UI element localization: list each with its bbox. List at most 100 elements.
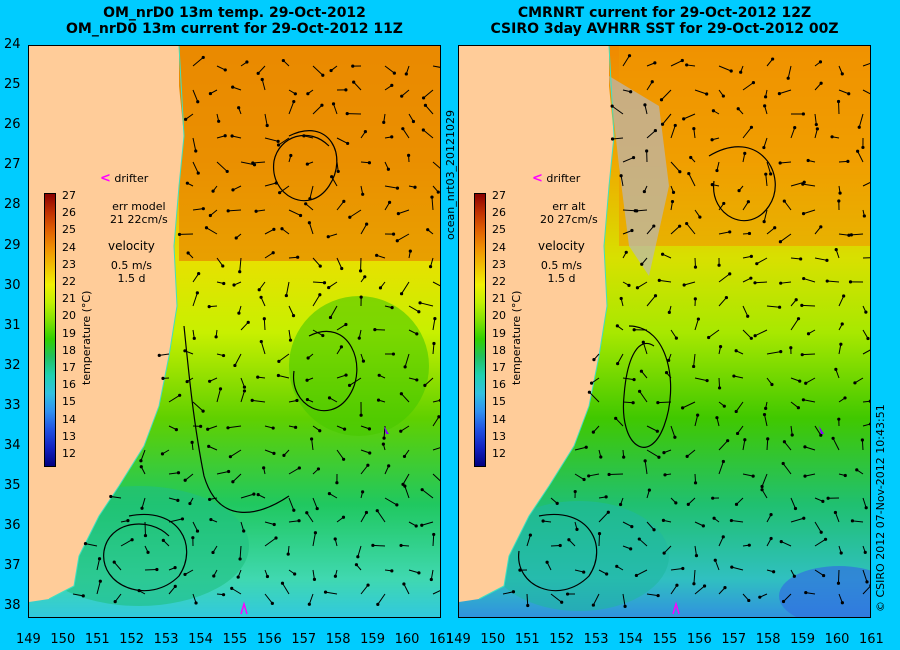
current-arrow-head: [272, 522, 276, 527]
current-arrow-head: [305, 511, 309, 515]
current-arrow: [110, 496, 122, 499]
current-arrow: [278, 137, 290, 146]
longitude-tick-label: 157: [721, 632, 747, 647]
current-arrow-head: [734, 502, 739, 506]
current-arrow: [288, 467, 300, 475]
current-arrow-head: [188, 501, 192, 506]
current-arrow-head: [734, 349, 738, 353]
current-arrow-head: [806, 332, 811, 336]
current-arrow: [336, 449, 345, 460]
current-arrow-head: [238, 557, 242, 561]
current-arrow-head: [344, 373, 348, 377]
longitude-tick-label: 158: [755, 632, 781, 647]
current-arrow: [431, 197, 434, 211]
right-drifter-label: drifter: [546, 172, 581, 185]
current-arrow-head: [528, 533, 532, 537]
current-arrow-head: [191, 536, 195, 540]
current-arrow-head: [545, 560, 549, 564]
current-arrow: [432, 534, 435, 547]
current-arrow: [862, 182, 870, 187]
current-arrow: [260, 341, 266, 355]
latitude-tick-label: 28: [4, 197, 21, 213]
current-arrow-head: [575, 527, 579, 531]
current-arrow: [408, 569, 420, 574]
cold-water-patch: [779, 566, 870, 617]
current-arrow-head: [305, 162, 309, 166]
current-arrow: [353, 81, 362, 91]
current-arrow: [404, 485, 410, 499]
current-arrow-head: [297, 519, 301, 523]
current-arrow-head: [180, 517, 185, 521]
right-velocity-label: velocity: [538, 239, 585, 253]
current-arrow-head: [801, 398, 806, 402]
current-arrow: [550, 593, 562, 603]
current-arrow-head: [639, 369, 644, 373]
latitude-tick-label: 33: [4, 397, 21, 413]
current-arrow-head: [705, 378, 709, 383]
current-arrow-head: [624, 250, 628, 254]
current-arrow: [670, 225, 680, 235]
current-arrow-head: [293, 572, 297, 576]
current-arrow: [264, 537, 277, 547]
current-arrow-head: [746, 314, 750, 318]
current-arrow-head: [773, 226, 777, 230]
current-arrow-head: [846, 159, 850, 163]
current-arrow-head: [176, 498, 180, 502]
current-arrow-head: [589, 381, 594, 385]
current-arrow-head: [209, 517, 213, 522]
current-arrow-head: [678, 224, 682, 228]
current-arrow-head: [321, 73, 325, 77]
current-arrow-head: [662, 551, 666, 555]
current-arrow-head: [336, 169, 340, 174]
current-arrow: [227, 425, 242, 429]
current-arrow: [620, 175, 624, 187]
current-arrow-head: [183, 572, 187, 577]
current-arrow-head: [278, 191, 282, 195]
current-arrow: [718, 65, 732, 72]
current-arrow: [754, 281, 768, 284]
longitude-tick-label: 152: [119, 632, 145, 647]
current-arrow-head: [849, 233, 853, 237]
current-arrow-head: [866, 336, 870, 341]
current-arrow-head: [674, 501, 678, 505]
latitude-tick-label: 25: [4, 77, 21, 93]
current-arrow-head: [237, 106, 241, 110]
current-arrow-head: [764, 406, 768, 410]
current-arrow-head: [615, 324, 619, 328]
eddy-streamline: [518, 513, 598, 592]
current-arrow: [258, 281, 266, 291]
current-arrow-head: [641, 340, 645, 344]
current-arrow-head: [656, 401, 660, 405]
current-arrow-head: [361, 192, 365, 196]
current-arrow: [264, 252, 274, 259]
current-arrow-head: [223, 134, 227, 138]
current-arrow-head: [333, 574, 338, 578]
current-arrow-head: [848, 280, 853, 284]
current-arrow: [622, 401, 634, 404]
current-arrow-head: [358, 269, 363, 273]
current-arrow: [192, 273, 200, 283]
current-arrow: [857, 151, 864, 163]
current-arrow-head: [400, 94, 404, 98]
current-arrow-head: [652, 528, 656, 532]
current-arrow-head: [326, 235, 330, 239]
current-arrow: [239, 545, 242, 559]
current-arrow-head: [364, 510, 369, 515]
right-drifter-legend: < drifter: [532, 171, 580, 186]
current-arrow: [682, 401, 696, 409]
current-arrow-head: [403, 365, 407, 369]
current-arrow-head: [685, 221, 689, 226]
current-arrow-head: [831, 436, 835, 440]
current-arrow-head: [792, 574, 796, 578]
left-err-value: 21 22cm/s: [110, 213, 168, 226]
current-arrow-head: [610, 104, 614, 108]
current-arrow: [240, 377, 245, 388]
current-arrow-head: [629, 547, 633, 551]
current-arrow-head: [411, 119, 416, 124]
current-arrow-head: [786, 76, 790, 80]
current-arrow-head: [365, 222, 369, 226]
current-arrow-head: [799, 257, 803, 261]
current-arrow-head: [692, 364, 696, 369]
current-arrow-head: [667, 310, 671, 314]
current-arrow-head: [347, 383, 352, 388]
